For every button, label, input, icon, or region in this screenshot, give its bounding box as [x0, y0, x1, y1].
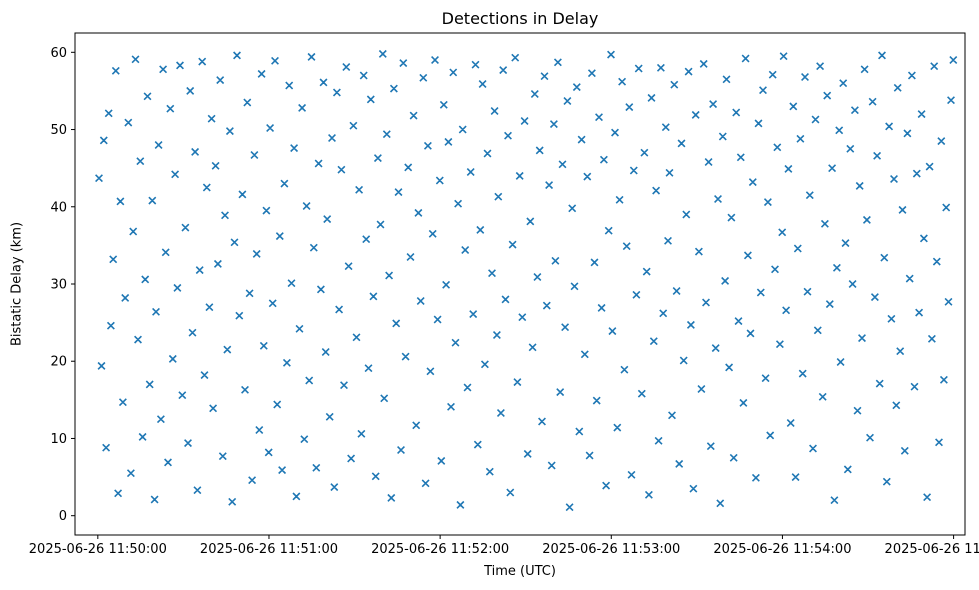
chart-title: Detections in Delay — [441, 9, 599, 28]
x-tick-label: 2025-06-26 11:50:00 — [29, 542, 167, 557]
x-tick-label: 2025-06-26 11:51:00 — [200, 542, 338, 557]
y-tick-label: 0 — [59, 509, 67, 524]
y-tick-label: 60 — [50, 46, 67, 61]
x-axis-label: Time (UTC) — [484, 564, 556, 579]
plot-area — [74, 32, 966, 536]
y-tick-label: 40 — [50, 200, 67, 215]
y-tick-label: 10 — [50, 432, 67, 447]
x-tick-label: 2025-06-26 11:55:00 — [885, 542, 979, 557]
scatter-marker-path — [95, 49, 958, 512]
y-tick-label: 20 — [50, 355, 67, 370]
scatter-points — [95, 49, 958, 512]
axis-ticks: 2025-06-26 11:50:00 2025-06-26 11:51:00 20… — [29, 46, 979, 557]
y-tick-label: 50 — [50, 123, 67, 138]
y-axis-label: Bistatic Delay (km) — [9, 221, 25, 347]
x-tick-label: 2025-06-26 11:54:00 — [713, 542, 851, 557]
x-tick-label: 2025-06-26 11:53:00 — [542, 542, 680, 557]
x-tick-label: 2025-06-26 11:52:00 — [371, 542, 509, 557]
y-tick-label: 30 — [50, 278, 67, 293]
